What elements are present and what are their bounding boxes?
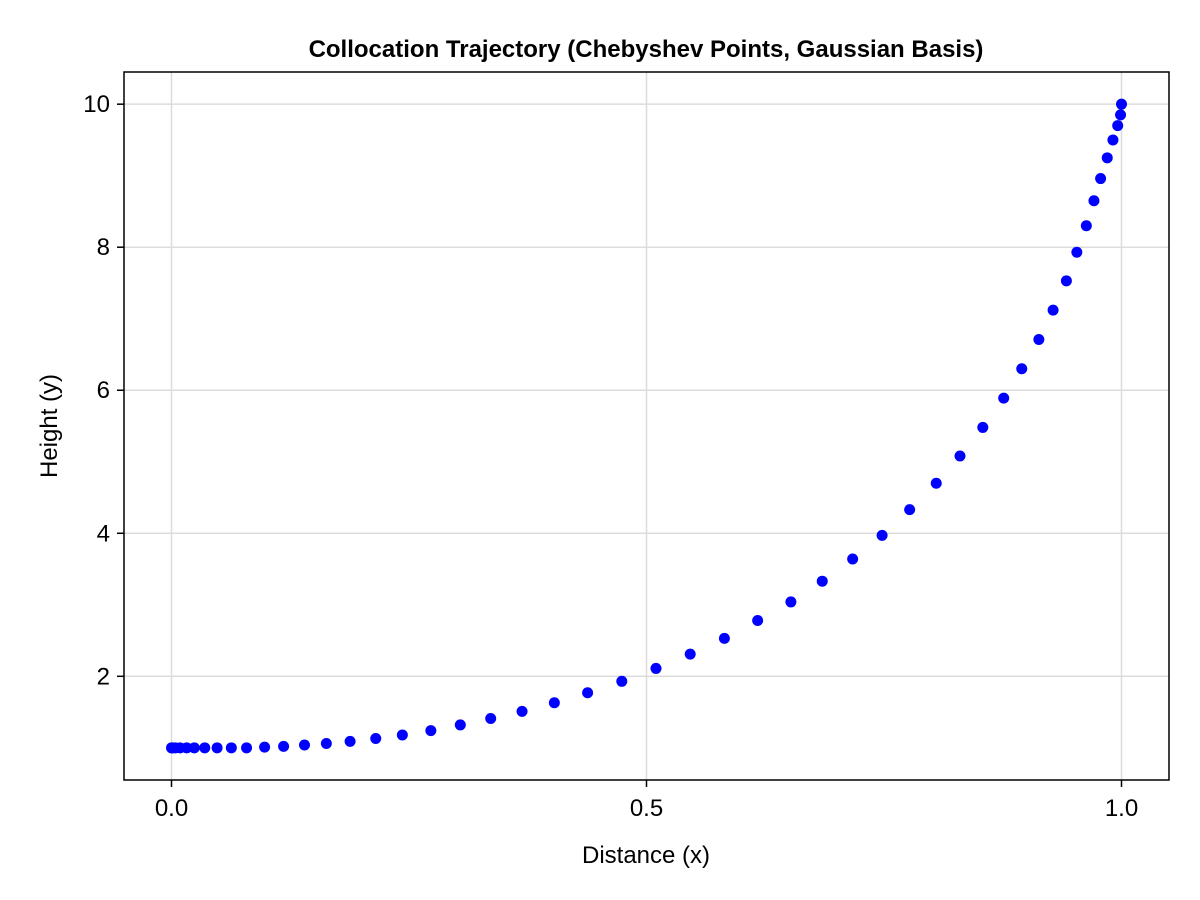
data-point: [847, 553, 859, 565]
data-point: [616, 675, 628, 687]
x-axis-label: Distance (x): [582, 842, 710, 869]
data-point: [181, 742, 193, 754]
y-tick-label: 4: [97, 520, 110, 547]
data-point: [516, 705, 528, 717]
x-tick-label: 1.0: [1105, 795, 1138, 822]
data-point: [199, 742, 211, 754]
data-point: [278, 740, 290, 752]
data-point: [1071, 246, 1083, 258]
data-point: [785, 596, 797, 608]
data-points: [166, 98, 1127, 754]
data-point: [344, 735, 356, 747]
data-point: [225, 742, 237, 754]
data-point: [1047, 304, 1059, 316]
data-point: [1033, 333, 1045, 345]
y-tick-label: 8: [97, 234, 110, 261]
data-point: [718, 632, 730, 644]
data-point: [425, 725, 437, 737]
data-point: [485, 712, 497, 724]
data-point: [370, 733, 382, 745]
data-point: [977, 421, 989, 433]
data-point: [1112, 120, 1124, 132]
data-point: [1095, 173, 1107, 185]
y-tick-label: 10: [83, 91, 110, 118]
data-point: [650, 662, 662, 674]
chart-title: Collocation Trajectory (Chebyshev Points…: [309, 36, 984, 63]
data-point: [188, 742, 200, 754]
data-point: [904, 504, 916, 516]
data-point: [1088, 195, 1100, 207]
data-point: [454, 719, 466, 731]
grid-lines: [124, 72, 1169, 780]
axis-ticks: 0.0 0.5 1.0 2 4 6 8 10: [83, 91, 1138, 822]
data-point: [998, 392, 1010, 404]
data-point: [1107, 134, 1119, 146]
data-point: [1016, 363, 1028, 375]
data-point: [299, 739, 310, 751]
y-axis-label: Height (y): [36, 374, 63, 478]
data-point: [954, 450, 966, 462]
data-point: [752, 615, 764, 627]
data-point: [1115, 109, 1127, 121]
data-point: [684, 648, 696, 660]
data-point: [211, 742, 223, 754]
x-tick-label: 0.0: [155, 795, 188, 822]
data-point: [396, 729, 408, 741]
data-point: [548, 697, 560, 709]
data-point: [320, 738, 332, 750]
data-point: [259, 741, 271, 753]
data-point: [1116, 98, 1127, 110]
data-point: [1101, 152, 1113, 164]
data-point: [1080, 220, 1092, 232]
data-point: [930, 477, 942, 489]
data-point: [582, 687, 594, 699]
data-point: [241, 742, 253, 754]
y-tick-label: 2: [97, 663, 110, 690]
y-tick-label: 6: [97, 377, 110, 404]
data-point: [876, 529, 888, 541]
data-point: [816, 575, 828, 587]
data-point: [1060, 275, 1072, 287]
x-tick-label: 0.5: [630, 795, 663, 822]
